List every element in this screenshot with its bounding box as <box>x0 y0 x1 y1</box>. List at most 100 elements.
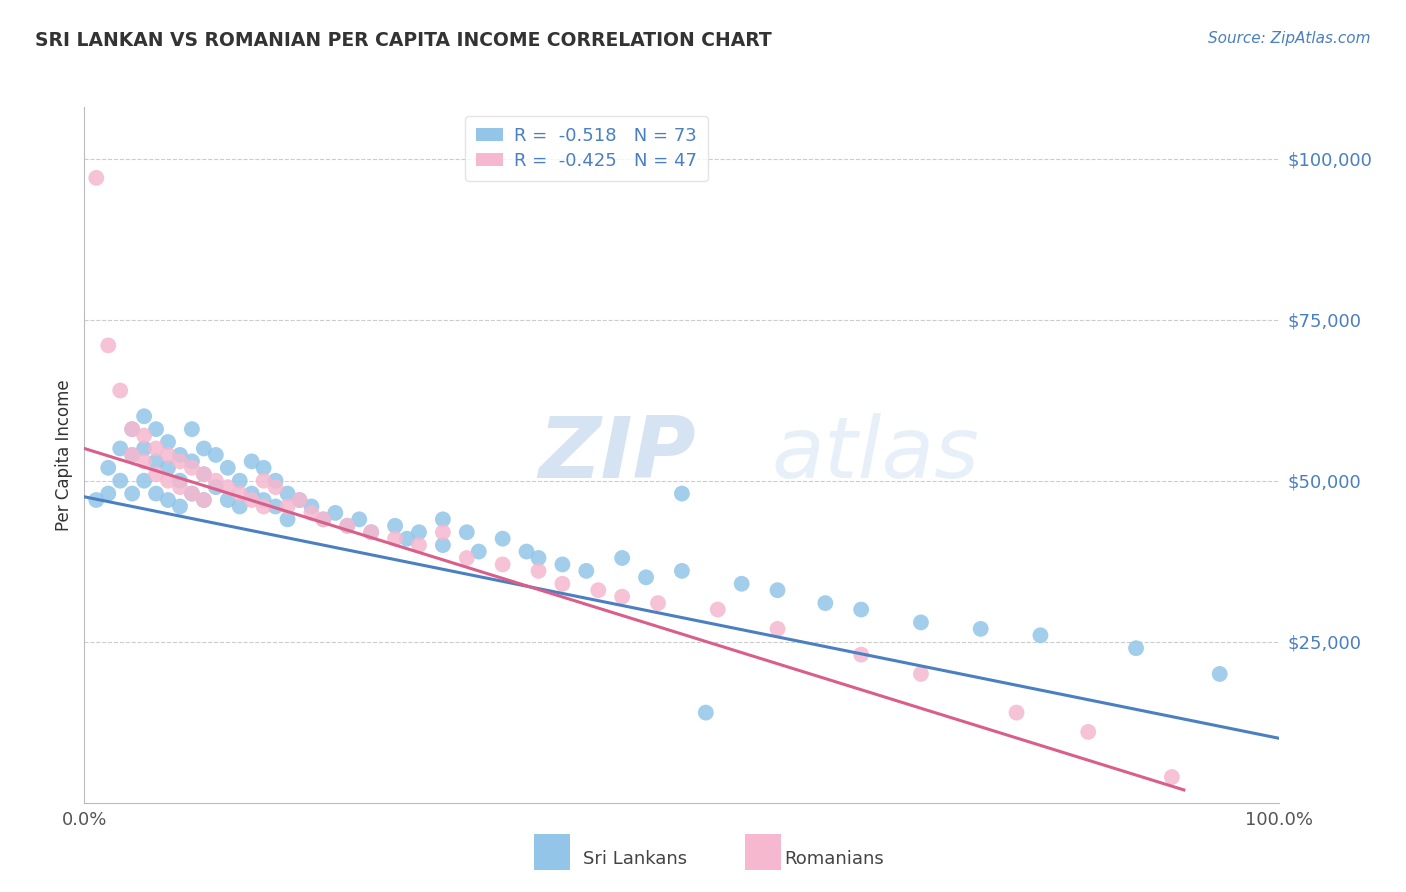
Point <box>610 551 633 566</box>
Point <box>240 493 263 508</box>
Point <box>240 486 263 500</box>
Point <box>121 422 143 436</box>
Point <box>132 474 156 488</box>
Point <box>1077 725 1099 739</box>
Point <box>456 525 478 540</box>
Point <box>97 486 120 500</box>
Point <box>264 474 287 488</box>
Point <box>766 583 789 598</box>
Point <box>264 500 287 514</box>
Text: Source: ZipAtlas.com: Source: ZipAtlas.com <box>1208 31 1371 46</box>
Point <box>193 493 215 508</box>
Point <box>86 170 108 185</box>
Point <box>551 558 574 572</box>
Point <box>527 564 550 578</box>
Point <box>432 525 454 540</box>
Point <box>467 544 491 558</box>
Point <box>349 512 371 526</box>
Point <box>121 486 143 500</box>
Point <box>312 512 335 526</box>
Point <box>157 493 180 508</box>
Point <box>157 474 180 488</box>
Point <box>132 428 156 442</box>
Point <box>169 480 191 494</box>
Point <box>110 442 132 456</box>
Point <box>671 486 693 500</box>
Point <box>253 474 276 488</box>
Legend: R =  -0.518   N = 73, R =  -0.425   N = 47: R = -0.518 N = 73, R = -0.425 N = 47 <box>465 116 707 181</box>
Point <box>205 480 228 494</box>
Point <box>180 460 202 475</box>
Point <box>132 442 156 456</box>
Point <box>193 442 215 456</box>
Text: ZIP: ZIP <box>538 413 696 497</box>
Point <box>277 486 299 500</box>
Point <box>671 564 693 578</box>
Point <box>1029 628 1052 642</box>
Point <box>169 500 191 514</box>
Point <box>240 454 263 468</box>
Point <box>217 493 239 508</box>
Point <box>849 602 872 616</box>
Point <box>301 500 323 514</box>
Point <box>205 448 228 462</box>
Point <box>180 486 202 500</box>
Point <box>360 525 382 540</box>
Point <box>121 448 143 462</box>
Point <box>492 532 515 546</box>
Point <box>169 448 191 462</box>
Point <box>205 474 228 488</box>
Point <box>86 493 108 508</box>
Point <box>360 525 382 540</box>
Point <box>288 493 311 508</box>
Point <box>492 558 515 572</box>
Point <box>384 518 406 533</box>
Point <box>97 460 120 475</box>
Text: SRI LANKAN VS ROMANIAN PER CAPITA INCOME CORRELATION CHART: SRI LANKAN VS ROMANIAN PER CAPITA INCOME… <box>35 31 772 50</box>
Point <box>253 500 276 514</box>
Point <box>217 480 239 494</box>
Point <box>121 422 143 436</box>
Point <box>121 448 143 462</box>
Point <box>1160 770 1182 784</box>
Point <box>277 512 299 526</box>
Y-axis label: Per Capita Income: Per Capita Income <box>55 379 73 531</box>
Point <box>253 493 276 508</box>
Point <box>1125 641 1147 656</box>
Point <box>301 506 323 520</box>
Point <box>432 538 454 552</box>
Point <box>970 622 993 636</box>
Point <box>456 551 478 566</box>
Point <box>610 590 633 604</box>
Text: Romanians: Romanians <box>785 850 884 868</box>
Point <box>408 538 430 552</box>
Point <box>516 544 538 558</box>
Point <box>193 467 215 482</box>
Point <box>145 422 167 436</box>
Point <box>647 596 669 610</box>
Point <box>396 532 419 546</box>
Point <box>288 493 311 508</box>
Point <box>408 525 430 540</box>
Point <box>634 570 657 584</box>
Point <box>169 454 191 468</box>
Point <box>145 442 167 456</box>
Text: Sri Lankans: Sri Lankans <box>583 850 688 868</box>
Point <box>180 454 202 468</box>
Point <box>277 500 299 514</box>
Point <box>323 506 347 520</box>
Point <box>157 435 180 450</box>
Point <box>312 512 335 526</box>
Point <box>707 602 730 616</box>
Point <box>910 667 932 681</box>
Point <box>145 454 167 468</box>
Point <box>527 551 550 566</box>
Point <box>97 338 120 352</box>
Point <box>336 518 359 533</box>
Point <box>217 460 239 475</box>
Point <box>695 706 717 720</box>
Point <box>814 596 837 610</box>
Point <box>228 474 252 488</box>
Point <box>849 648 872 662</box>
Point <box>157 448 180 462</box>
